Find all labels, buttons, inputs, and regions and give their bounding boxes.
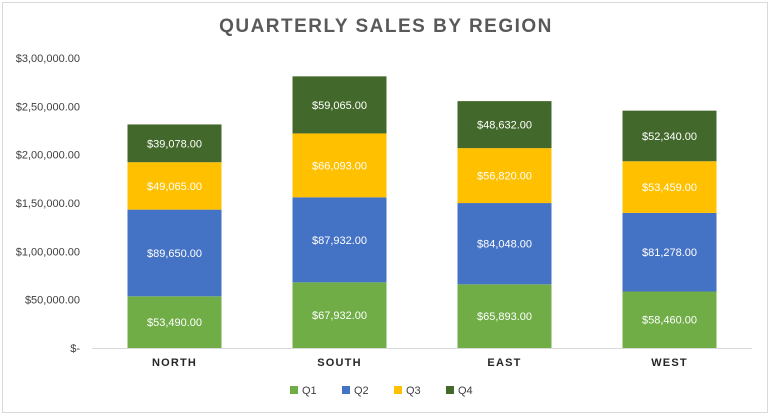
bar-segment-q1-south bbox=[292, 282, 387, 348]
bar-segment-q3-south bbox=[292, 133, 387, 198]
bar-segment-q2-west bbox=[622, 212, 717, 292]
data-label: $81,278.00 bbox=[642, 247, 697, 259]
legend-item-q3: Q3 bbox=[394, 385, 421, 397]
legend-item-q1: Q1 bbox=[290, 385, 317, 397]
y-tick-label: $1,50,000.00 bbox=[16, 198, 80, 210]
data-label: $56,820.00 bbox=[477, 171, 532, 183]
y-tick-label: $50,000.00 bbox=[25, 295, 80, 307]
legend: Q1 Q2 Q3 Q4 bbox=[290, 385, 473, 397]
legend-label: Q2 bbox=[354, 385, 369, 397]
bar-segment-q2-north bbox=[127, 209, 222, 297]
bars: $53,490.00 $89,650.00 $49,065.00 $39,078.00… bbox=[127, 76, 717, 348]
y-tick-label: $3,00,000.00 bbox=[16, 53, 80, 65]
y-tick-label: $- bbox=[70, 343, 80, 355]
data-label: $66,093.00 bbox=[312, 160, 367, 172]
bar-segment-q4-south bbox=[292, 76, 387, 134]
legend-swatch bbox=[394, 386, 402, 394]
data-label: $87,932.00 bbox=[312, 235, 367, 247]
bar-segment-q2-east bbox=[457, 203, 552, 285]
y-tick-label: $1,00,000.00 bbox=[16, 246, 80, 258]
data-label: $58,460.00 bbox=[642, 315, 697, 327]
bar-segment-q4-east bbox=[457, 101, 552, 149]
bar-segment-q1-east bbox=[457, 284, 552, 348]
data-label: $39,078.00 bbox=[147, 138, 202, 150]
y-tick-label: $2,50,000.00 bbox=[16, 101, 80, 113]
x-tick-label: WEST bbox=[651, 357, 688, 369]
bar-segment-q4-west bbox=[622, 110, 717, 162]
data-label: $49,065.00 bbox=[147, 181, 202, 193]
x-tick-label: EAST bbox=[487, 357, 521, 369]
data-label: $48,632.00 bbox=[477, 120, 532, 132]
legend-swatch bbox=[290, 386, 298, 394]
data-label: $67,932.00 bbox=[312, 310, 367, 322]
legend-swatch bbox=[342, 386, 350, 394]
legend-item-q2: Q2 bbox=[342, 385, 369, 397]
data-label: $59,065.00 bbox=[312, 100, 367, 112]
legend-label: Q1 bbox=[302, 385, 317, 397]
legend-label: Q4 bbox=[458, 385, 473, 397]
bar-segment-q3-north bbox=[127, 162, 222, 210]
y-axis-labels: $- $50,000.00 $1,00,000.00 $1,50,000.00 $2,0… bbox=[16, 53, 81, 355]
data-label: $53,490.00 bbox=[147, 317, 202, 329]
data-label: $89,650.00 bbox=[147, 248, 202, 260]
bar-group-east: $65,893.00 $84,048.00 $56,820.00 $48,632.00 bbox=[457, 101, 552, 348]
x-axis-labels: NORTH SOUTH EAST WEST bbox=[152, 357, 688, 369]
x-tick-label: NORTH bbox=[152, 357, 197, 369]
chart-title: QUARTERLY SALES BY REGION bbox=[219, 16, 553, 37]
bar-group-west: $58,460.00 $81,278.00 $53,459.00 $52,340.00 bbox=[622, 110, 717, 348]
data-label: $84,048.00 bbox=[477, 239, 532, 251]
y-tick-label: $2,00,000.00 bbox=[16, 150, 80, 162]
data-label: $65,893.00 bbox=[477, 311, 532, 323]
bar-group-south: $67,932.00 $87,932.00 $66,093.00 $59,065.00 bbox=[292, 76, 387, 348]
bar-segment-q1-north bbox=[127, 296, 222, 348]
legend-label: Q3 bbox=[406, 385, 421, 397]
bar-segment-q3-west bbox=[622, 161, 717, 213]
bar-segment-q2-south bbox=[292, 197, 387, 283]
bar-group-north: $53,490.00 $89,650.00 $49,065.00 $39,078.00 bbox=[127, 124, 222, 348]
legend-item-q4: Q4 bbox=[446, 385, 473, 397]
bar-segment-q4-north bbox=[127, 124, 222, 163]
x-tick-label: SOUTH bbox=[317, 357, 362, 369]
data-label: $53,459.00 bbox=[642, 182, 697, 194]
data-label: $52,340.00 bbox=[642, 131, 697, 143]
legend-swatch bbox=[446, 386, 454, 394]
bar-segment-q1-west bbox=[622, 291, 717, 348]
bar-segment-q3-east bbox=[457, 148, 552, 204]
